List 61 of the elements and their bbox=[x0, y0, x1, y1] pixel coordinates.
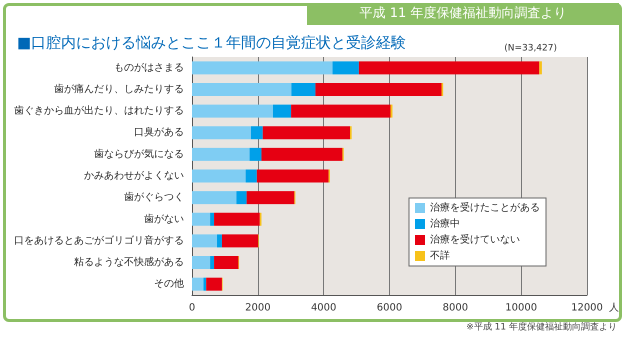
bar bbox=[192, 126, 251, 140]
x-tick-label: 12000 bbox=[571, 302, 603, 314]
x-tick-label: 8000 bbox=[442, 302, 468, 314]
bar bbox=[358, 61, 540, 74]
bar bbox=[246, 170, 257, 182]
y-tick-label: かみあわせがよくない bbox=[84, 170, 184, 182]
bar bbox=[222, 234, 258, 248]
bar bbox=[192, 61, 333, 74]
y-tick-label: 粘るような不快感がある bbox=[74, 256, 184, 268]
chart-title: ■口腔内における悩みとここ１年間の自覚症状と受診経験 bbox=[17, 34, 406, 52]
y-tick-label: ものがはさまる bbox=[114, 62, 184, 74]
bar bbox=[262, 126, 350, 140]
bar bbox=[204, 278, 206, 291]
legend-label: 治療を受けていない bbox=[430, 234, 520, 246]
x-axis-title: 人 bbox=[608, 302, 619, 314]
y-tick-label: 歯が痛んだり、しみたりする bbox=[54, 82, 184, 95]
bar bbox=[236, 191, 247, 204]
y-tick-label: 口をあけるとあごがゴリゴリ音がする bbox=[14, 234, 184, 246]
bar bbox=[291, 104, 390, 118]
bar bbox=[291, 82, 316, 96]
bar bbox=[192, 148, 250, 161]
bar bbox=[214, 212, 260, 226]
legend-label: 治療を受けたことがある bbox=[430, 202, 540, 214]
y-tick-label: 歯がない bbox=[144, 212, 184, 225]
y-tick-label: 歯ぐきから血が出たり、はれたりする bbox=[14, 104, 184, 117]
bar bbox=[315, 82, 442, 96]
bar bbox=[261, 148, 342, 161]
text: (N=33,427) bbox=[504, 44, 558, 54]
bar bbox=[192, 191, 236, 204]
bar bbox=[217, 234, 222, 248]
bar bbox=[214, 256, 238, 270]
bar bbox=[210, 212, 214, 226]
bar bbox=[192, 256, 210, 270]
bar bbox=[250, 126, 263, 140]
bar bbox=[192, 170, 246, 182]
text: ※平成 11 年度保健福祉動向調査より bbox=[466, 322, 618, 332]
bar bbox=[192, 278, 204, 291]
bar bbox=[246, 191, 294, 204]
x-tick-label: 6000 bbox=[376, 302, 402, 314]
y-tick-label: 歯がぐらつく bbox=[124, 191, 184, 204]
y-tick-label: 歯ならびが気になる bbox=[94, 148, 184, 160]
bar bbox=[272, 104, 292, 118]
bar bbox=[192, 234, 218, 248]
bar bbox=[206, 278, 222, 291]
bar bbox=[539, 61, 542, 74]
legend-label: 不詳 bbox=[430, 250, 450, 262]
x-tick-label: 2000 bbox=[245, 302, 271, 314]
y-tick-label: その他 bbox=[154, 278, 184, 290]
bar bbox=[250, 148, 262, 161]
x-tick-label: 10000 bbox=[505, 302, 538, 314]
x-tick-label: 0 bbox=[188, 302, 196, 314]
legend-label: 治療中 bbox=[430, 218, 460, 230]
y-tick-label: 口臭がある bbox=[134, 126, 184, 138]
bar bbox=[256, 170, 329, 182]
bar bbox=[210, 256, 214, 270]
bar bbox=[332, 61, 359, 74]
bar bbox=[192, 104, 273, 118]
bar bbox=[192, 82, 292, 96]
text: 平成 11 年度保健福祉動向調査より bbox=[307, 3, 619, 25]
bar bbox=[192, 212, 210, 226]
x-tick-label: 4000 bbox=[310, 302, 336, 314]
